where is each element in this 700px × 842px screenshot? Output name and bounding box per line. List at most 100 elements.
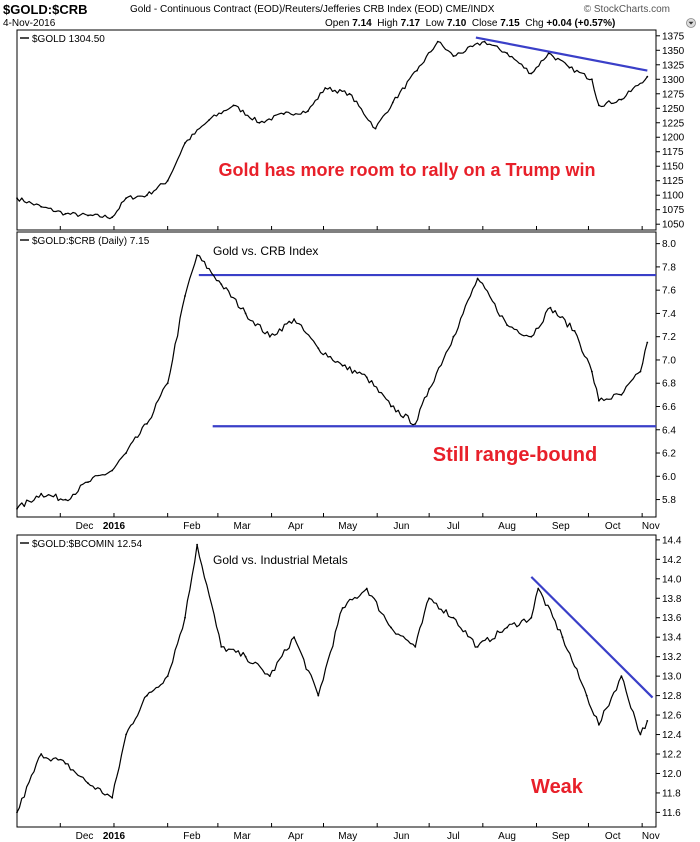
data-point (483, 40, 486, 43)
data-point (530, 616, 533, 619)
data-point (428, 597, 430, 600)
data-point (549, 306, 552, 309)
y-tick-label: 14.4 (662, 535, 682, 546)
legend-label: $GOLD 1304.50 (32, 34, 105, 45)
data-point (307, 110, 309, 113)
data-point (125, 197, 127, 200)
data-point (87, 481, 89, 483)
brand-label: © StockCharts.com (583, 4, 670, 15)
data-point (476, 277, 479, 280)
x-tick-label: 2016 (103, 521, 126, 532)
data-point (125, 452, 127, 454)
x-tick-label: Jul (447, 521, 460, 532)
y-tick-label: 1100 (662, 191, 684, 202)
data-point (436, 40, 439, 43)
data-point (530, 72, 533, 75)
y-tick-label: 13.0 (662, 672, 682, 683)
data-point (40, 492, 43, 495)
data-point (16, 508, 18, 510)
y-tick-label: 1075 (662, 205, 685, 216)
data-point (598, 723, 600, 726)
annotation-text: Still range-bound (433, 444, 597, 466)
data-point (111, 469, 114, 472)
series-line (16, 41, 648, 220)
legend-label: $GOLD:$BCOMIN 12.54 (32, 539, 142, 550)
y-tick-label: 7.4 (662, 309, 676, 320)
data-point (341, 364, 344, 367)
data-point (390, 626, 392, 629)
data-point (40, 753, 43, 755)
data-point (646, 75, 649, 78)
x-tick-label: Nov (642, 831, 660, 842)
x-tick-label: Apr (288, 521, 304, 532)
data-point (146, 423, 148, 425)
data-point (146, 694, 148, 697)
data-point (591, 78, 593, 81)
y-tick-label: 7.2 (662, 332, 676, 343)
data-point (184, 142, 186, 144)
data-point (452, 335, 455, 338)
symbol-description: Gold - Continuous Contract (EOD)/Reuters… (130, 4, 495, 15)
x-tick-label: May (338, 521, 357, 532)
chart-panel-2: 5.8 6.0 6.2 6.4 6.6 6.8 7.0 7.2 7.4 7.6 7.8 8.0 Dec 2… (16, 231, 676, 532)
data-point (220, 283, 223, 286)
data-point (568, 66, 571, 69)
data-point (244, 655, 247, 658)
data-point (639, 370, 642, 373)
data-point (391, 101, 394, 104)
data-point (414, 646, 417, 648)
y-tick-label: 6.6 (662, 402, 676, 413)
data-point (196, 543, 199, 546)
data-point (317, 694, 320, 697)
y-tick-label: 1200 (662, 133, 685, 144)
y-tick-label: 1325 (662, 60, 685, 71)
x-tick-label: Sep (552, 521, 570, 532)
data-point (166, 382, 169, 385)
data-point (317, 347, 320, 350)
data-point (646, 341, 649, 344)
chart-header: $GOLD:$CRB Gold - Continuous Contract (E… (0, 0, 700, 33)
y-tick-label: 13.8 (662, 594, 682, 605)
x-tick-label: Oct (605, 831, 621, 842)
y-tick-label: 1350 (662, 46, 685, 57)
data-point (414, 423, 417, 425)
data-point (561, 636, 564, 639)
x-tick-label: 2016 (103, 831, 126, 842)
data-point (598, 399, 600, 402)
y-tick-label: 1250 (662, 104, 685, 115)
ohlc-readout: Open 7.14 High 7.17 Low 7.10 Close 7.15 … (325, 18, 615, 29)
data-point (268, 675, 271, 677)
series-line (16, 254, 648, 510)
y-tick-label: 12.4 (662, 730, 682, 741)
y-tick-label: 12.0 (662, 769, 682, 780)
y-tick-label: 1050 (662, 220, 685, 231)
data-point (476, 646, 479, 648)
y-tick-label: 12.8 (662, 691, 682, 702)
open-value: 7.14 (352, 18, 372, 29)
data-point (620, 394, 623, 396)
y-tick-label: 1225 (662, 118, 685, 129)
dropdown-arrow-icon[interactable] (686, 18, 696, 28)
data-point (639, 733, 642, 736)
y-tick-label: 11.8 (662, 788, 681, 799)
chg-value: +0.04 (+0.57%) (546, 18, 616, 29)
data-point (232, 104, 235, 107)
y-tick-label: 13.6 (662, 613, 682, 624)
chg-label: Chg (525, 18, 544, 29)
x-tick-label: Jul (447, 831, 460, 842)
x-tick-label: May (338, 831, 357, 842)
y-tick-label: 1375 (662, 31, 685, 42)
plot-frame (16, 29, 657, 231)
y-tick-label: 11.6 (662, 808, 681, 819)
low-label: Low (425, 18, 445, 29)
data-point (530, 335, 533, 338)
data-point (573, 330, 576, 332)
data-point (111, 796, 114, 799)
data-point (452, 616, 455, 619)
y-tick-label: 7.8 (662, 262, 676, 273)
data-point (293, 636, 295, 639)
data-point (64, 212, 67, 215)
x-tick-label: Jun (393, 831, 409, 842)
trendline (475, 36, 648, 72)
panel-title: Gold vs. Industrial Metals (213, 553, 348, 567)
